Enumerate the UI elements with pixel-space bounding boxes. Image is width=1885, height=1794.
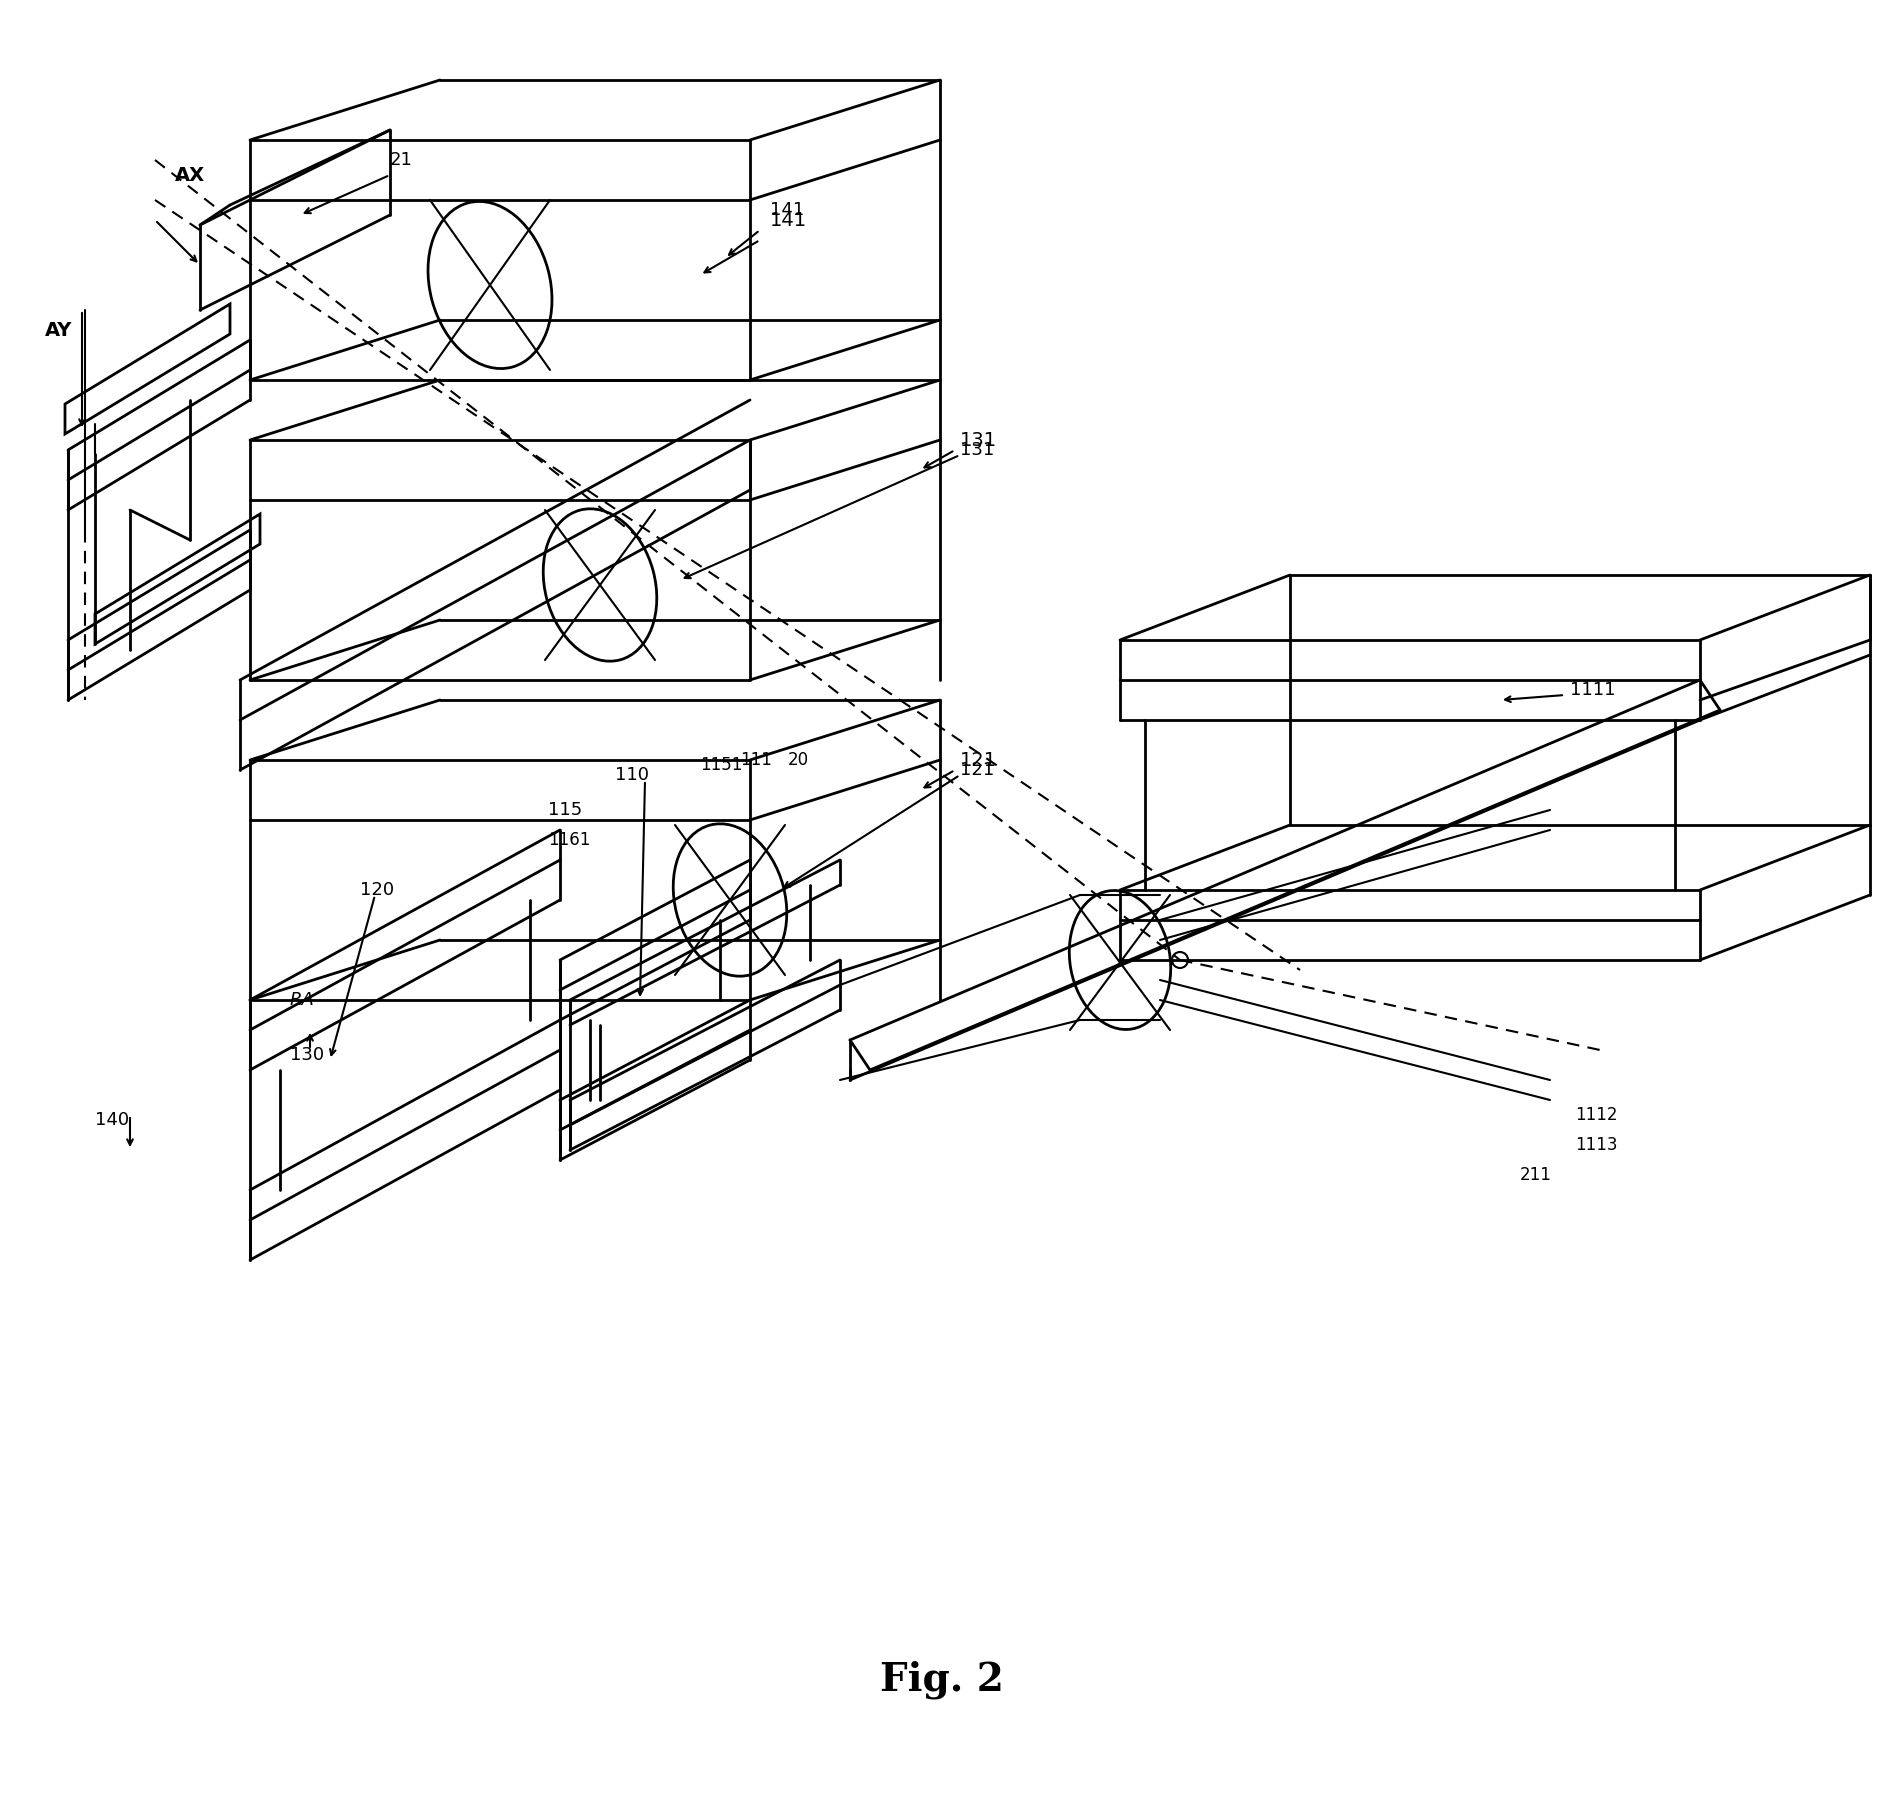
Text: 141: 141 [769,210,807,230]
Text: 211: 211 [1519,1166,1551,1184]
Text: AY: AY [45,321,72,339]
Text: 121: 121 [959,761,993,779]
Text: 1151: 1151 [699,755,743,773]
Text: 21: 21 [390,151,413,169]
Text: 1112: 1112 [1576,1105,1617,1125]
Text: 141: 141 [769,201,805,219]
Text: 20: 20 [788,752,809,770]
Text: Fig. 2: Fig. 2 [880,1661,1005,1699]
Text: 121: 121 [959,750,997,770]
Text: RA: RA [290,990,315,1008]
Text: AX: AX [175,165,205,185]
Text: 111: 111 [741,752,771,770]
Text: 131: 131 [959,431,997,450]
Text: 131: 131 [959,441,993,459]
Text: 1113: 1113 [1576,1136,1617,1154]
Text: 1161: 1161 [549,831,590,849]
Text: 1111: 1111 [1570,682,1615,700]
Text: 115: 115 [549,800,582,820]
Text: 120: 120 [360,881,394,899]
Text: 130: 130 [290,1046,324,1064]
Text: 110: 110 [615,766,648,784]
Text: 140: 140 [94,1110,130,1128]
